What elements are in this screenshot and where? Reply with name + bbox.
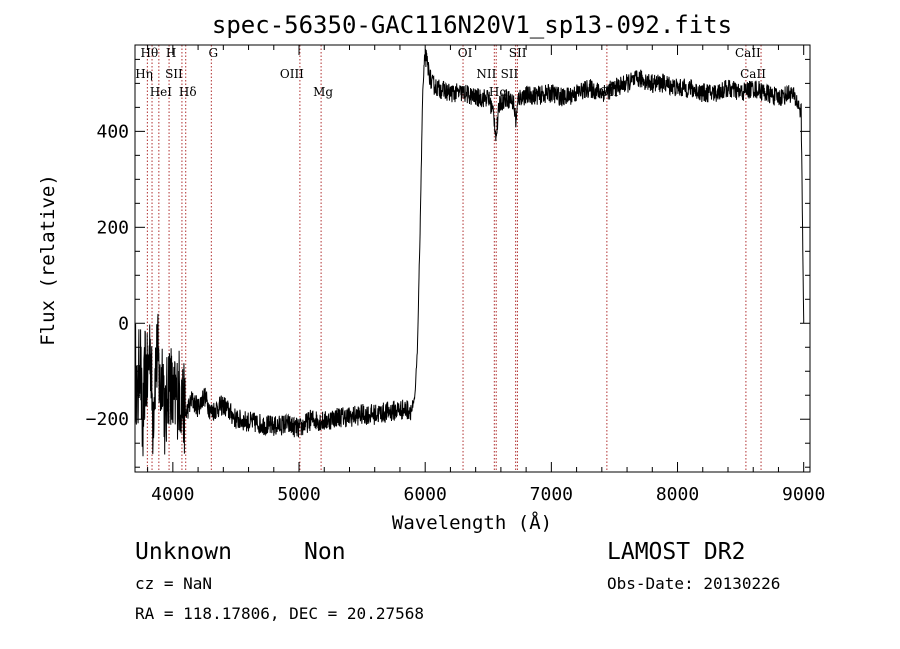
spectral-line-label: H: [166, 46, 176, 60]
y-tick-labels: −200 0 200 400: [86, 121, 129, 430]
spectral-line-label: SII: [501, 67, 519, 81]
y-axis-label: Flux (relative): [37, 174, 59, 346]
spectrum-line: [134, 49, 805, 457]
plot-frame: [134, 44, 811, 473]
survey-name: LAMOST DR2: [607, 539, 745, 565]
spectral-line-markers: [146, 45, 762, 472]
redshift-value: cz = NaN: [135, 574, 212, 593]
axis-ticks: [135, 45, 810, 472]
spectral-line-label: Hθ: [141, 46, 159, 60]
object-subclass: Non: [304, 539, 346, 565]
spectral-line-labels: HθHηHeIHSIIHδGOIIIMgOINIIHαSIISIIOIICaII…: [135, 46, 766, 99]
spectral-line-label: SII: [165, 67, 183, 81]
spectral-line-label: OI: [458, 46, 473, 60]
spectral-line-label: CaII: [735, 46, 761, 60]
y-tick-label: 0: [118, 313, 129, 334]
x-axis-label: Wavelength (Å): [392, 511, 552, 534]
observation-date: Obs-Date: 20130226: [607, 574, 780, 593]
spectral-line-label: NII: [476, 67, 496, 81]
spectral-line-label: Mg: [313, 85, 333, 99]
x-tick-label: 6000: [404, 484, 447, 505]
spectral-line-label: HeI: [150, 85, 173, 99]
spectral-line-label: Hη: [135, 67, 153, 81]
x-tick-label: 9000: [782, 484, 825, 505]
chart-title: spec-56350-GAC116N20V1_sp13-092.fits: [212, 11, 732, 39]
plot-area: [134, 49, 805, 457]
y-tick-label: 400: [96, 121, 129, 142]
x-tick-label: 5000: [277, 484, 320, 505]
y-tick-label: −200: [86, 409, 129, 430]
x-tick-label: 4000: [151, 484, 194, 505]
x-tick-label: 7000: [530, 484, 573, 505]
spectral-line-label: SII: [509, 46, 527, 60]
spectral-line-label: OIII: [280, 67, 304, 81]
spectral-line-label: CaII: [740, 67, 766, 81]
spectral-line-label: Hδ: [179, 85, 197, 99]
coordinates: RA = 118.17806, DEC = 20.27568: [135, 604, 424, 623]
object-class: Unknown: [135, 539, 232, 565]
y-tick-label: 200: [96, 217, 129, 238]
x-tick-label: 8000: [656, 484, 699, 505]
spectral-line-label: G: [209, 46, 219, 60]
x-tick-labels: 4000 5000 6000 7000 8000 9000: [151, 484, 825, 505]
